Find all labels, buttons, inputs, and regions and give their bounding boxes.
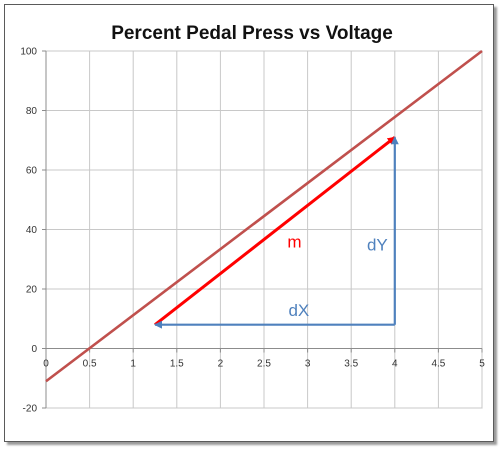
- annotation-label-m: m: [287, 232, 301, 251]
- series-line: [45, 49, 483, 383]
- x-tick-label: 0.5: [83, 359, 97, 370]
- annotation-label-dy: dY: [367, 235, 388, 254]
- y-tick-label: 100: [20, 47, 37, 58]
- y-tick-label: 20: [26, 285, 38, 296]
- x-tick-label: 0: [43, 359, 49, 370]
- y-tick-label: 40: [26, 225, 38, 236]
- grid: [42, 50, 483, 409]
- x-tick-label: 1.5: [170, 359, 184, 370]
- series-lines: [45, 49, 483, 383]
- x-tick-label: 1: [130, 359, 136, 370]
- y-tick-label: 80: [26, 106, 38, 117]
- chart-frame: [4, 4, 494, 442]
- x-tick-label: 5: [479, 359, 485, 370]
- chart-title: Percent Pedal Press vs Voltage: [111, 23, 393, 44]
- y-tick-label: 60: [26, 166, 38, 177]
- x-tick-label: 4.5: [431, 359, 445, 370]
- tick-labels: 0 0.5 1 1.5 2 2.5 3 3.5 4 4.5 5 -20 0 20 40 60 80 100: [20, 47, 485, 415]
- x-tick-label: 4: [392, 359, 398, 370]
- x-tick-label: 3: [305, 359, 311, 370]
- annotation-arrow-m: [154, 136, 396, 326]
- annotation-label-dx: dX: [288, 301, 309, 320]
- x-tick-label: 2.5: [257, 359, 271, 370]
- x-tick-label: 3.5: [344, 359, 358, 370]
- annotations: m dX dY: [154, 136, 399, 329]
- x-tick-label: 2: [218, 359, 224, 370]
- y-tick-label: 0: [31, 344, 37, 355]
- y-tick-label: -20: [23, 404, 38, 415]
